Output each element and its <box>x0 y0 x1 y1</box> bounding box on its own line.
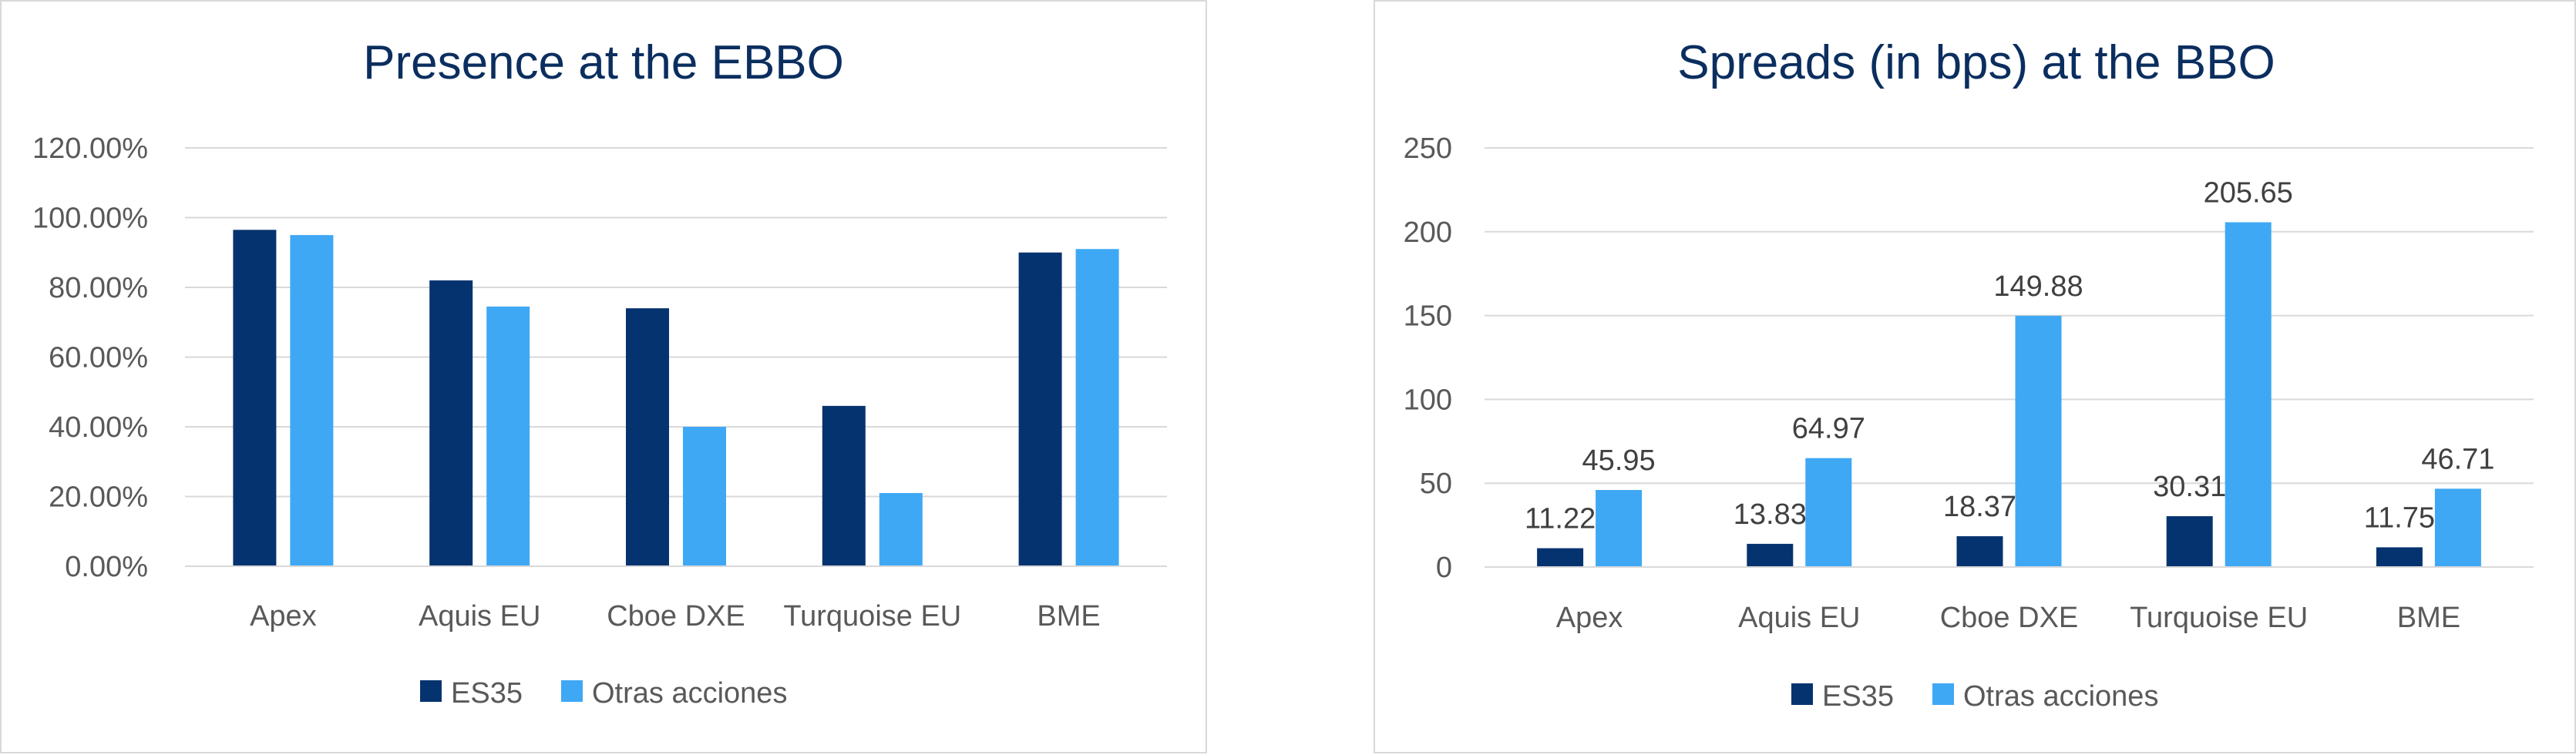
y-tick-label: 0.00% <box>65 551 148 583</box>
category-label: Turquoise EU <box>783 600 961 633</box>
bar-es35 <box>822 405 866 566</box>
chart-title: Presence at the EBBO <box>363 36 844 89</box>
data-label: 13.83 <box>1734 498 1807 531</box>
y-tick-label: 120.00% <box>32 133 148 165</box>
legend-swatch-es35 <box>1791 683 1813 705</box>
category-label: Aquis EU <box>419 600 540 633</box>
category-label: Apex <box>250 600 317 633</box>
y-tick-label: 150 <box>1404 300 1452 333</box>
category-label: Apex <box>1556 602 1623 634</box>
data-label: 64.97 <box>1792 413 1865 445</box>
chart-panel-presence: Presence at the EBBO 0.00% 20.00% 40.00% 60… <box>0 0 1207 753</box>
y-tick-label: 0 <box>1436 552 1452 584</box>
bar-es35 <box>2166 516 2213 567</box>
bar-es35 <box>1747 543 1794 567</box>
bar-otras-acciones <box>486 306 530 566</box>
data-label: 46.71 <box>2421 443 2494 475</box>
y-tick-label: 80.00% <box>49 272 148 304</box>
category-label: Turquoise EU <box>2130 602 2308 634</box>
legend-label: ES35 <box>1822 680 1894 713</box>
legend-swatch-otras-acciones <box>1932 683 1954 705</box>
y-tick-label: 50 <box>1420 468 1452 500</box>
y-tick-label: 250 <box>1404 133 1452 165</box>
category-label: Aquis EU <box>1738 602 1860 634</box>
bar-otras-acciones <box>2225 222 2272 567</box>
category-label: BME <box>2397 602 2460 634</box>
data-label: 205.65 <box>2204 177 2293 210</box>
chart-title: Spreads (in bps) at the BBO <box>1677 36 2275 89</box>
data-label: 11.22 <box>1525 503 1596 535</box>
bar-es35 <box>1018 252 1062 566</box>
legend-label: ES35 <box>451 677 523 710</box>
category-label: BME <box>1037 600 1100 633</box>
bar-otras-acciones <box>1596 490 1643 567</box>
data-label: 149.88 <box>1993 270 2083 303</box>
bar-otras-acciones <box>1075 249 1119 566</box>
presence-chart-svg: Presence at the EBBO 0.00% 20.00% 40.00% 60… <box>32 36 1167 710</box>
bar-es35 <box>626 308 669 566</box>
data-label: 45.95 <box>1582 445 1656 477</box>
y-tick-label: 100.00% <box>32 203 148 235</box>
bar-otras-acciones <box>1805 458 1852 567</box>
y-tick-label: 60.00% <box>49 342 148 374</box>
bar-es35 <box>429 280 473 566</box>
data-label: 18.37 <box>1943 491 2016 523</box>
legend-swatch-es35 <box>420 680 442 702</box>
chart-panel-spreads: Spreads (in bps) at the BBO 0 50 100 150 200… <box>1374 0 2576 753</box>
bar-es35 <box>1537 548 1584 567</box>
legend-swatch-otras-acciones <box>561 680 583 702</box>
y-tick-label: 40.00% <box>49 411 148 444</box>
data-label: 11.75 <box>2364 502 2435 534</box>
bar-es35 <box>2376 547 2423 567</box>
category-label: Cboe DXE <box>1940 602 2079 634</box>
bar-otras-acciones <box>290 235 334 566</box>
y-tick-label: 20.00% <box>49 482 148 514</box>
bar-otras-acciones <box>879 492 923 566</box>
legend-label: Otras acciones <box>592 677 787 710</box>
category-label: Cboe DXE <box>607 600 745 633</box>
legend-label: Otras acciones <box>1963 680 2158 713</box>
data-label: 30.31 <box>2153 471 2226 503</box>
y-tick-label: 100 <box>1404 384 1452 416</box>
bar-otras-acciones <box>2015 315 2062 567</box>
bar-otras-acciones <box>683 427 726 566</box>
y-tick-label: 200 <box>1404 216 1452 249</box>
bar-es35 <box>233 230 277 566</box>
bar-es35 <box>1956 536 2003 567</box>
spreads-chart-svg: Spreads (in bps) at the BBO 0 50 100 150 200… <box>1404 36 2534 713</box>
bar-otras-acciones <box>2434 488 2481 567</box>
